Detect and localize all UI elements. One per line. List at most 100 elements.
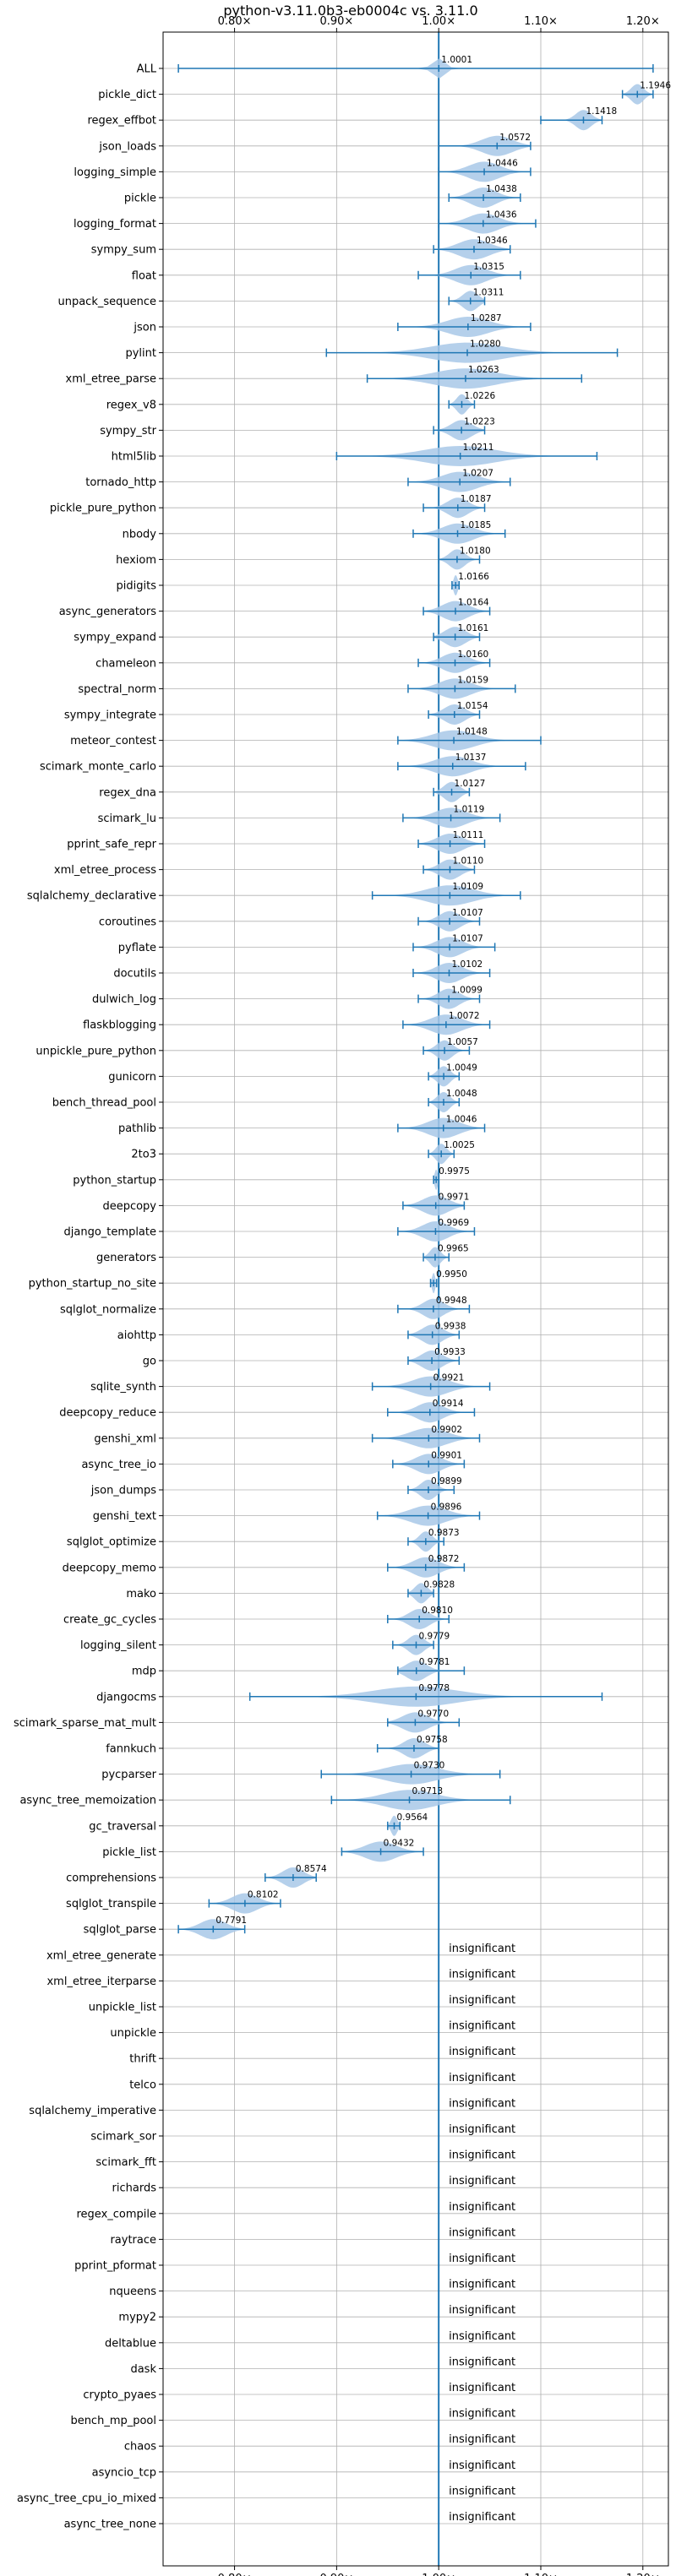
benchmark-row: 1.0072 xyxy=(402,1011,491,1035)
value-label: 0.8574 xyxy=(296,1864,327,1874)
benchmark-row: 0.9896 xyxy=(376,1503,481,1526)
value-label: 1.0046 xyxy=(446,1115,477,1125)
benchmark-row: insignificant xyxy=(449,2304,515,2317)
value-label: 0.9975 xyxy=(439,1166,470,1177)
value-label: 1.0110 xyxy=(452,856,483,867)
benchmark-row: 0.9872 xyxy=(387,1554,466,1578)
benchmark-row: 1.1946 xyxy=(621,81,671,105)
benchmark-row: insignificant xyxy=(449,2097,515,2110)
y-tick-label: html5lib xyxy=(112,451,156,464)
y-tick-label: pickle_dict xyxy=(98,89,156,101)
value-label: 0.9965 xyxy=(438,1244,469,1254)
benchmark-row: 1.0223 xyxy=(433,416,495,441)
benchmark-row: 1.0280 xyxy=(325,340,619,363)
value-label: 0.9779 xyxy=(418,1632,450,1642)
benchmark-row: 0.9938 xyxy=(407,1321,466,1345)
y-tick-label: pyflate xyxy=(118,942,156,954)
benchmark-row: 0.9971 xyxy=(402,1192,469,1216)
y-tick-label: pidigits xyxy=(117,580,157,593)
benchmark-row: insignificant xyxy=(449,2382,515,2394)
y-tick-label: regex_compile xyxy=(76,2208,156,2220)
benchmark-row: 0.9810 xyxy=(387,1606,453,1629)
insignificant-label: insignificant xyxy=(449,1968,515,1981)
x-tick-label-bottom: 0.90× xyxy=(319,2573,353,2576)
y-tick-label: regex_dna xyxy=(99,786,156,799)
value-label: 0.8102 xyxy=(248,1890,279,1900)
insignificant-label: insignificant xyxy=(449,2072,515,2084)
value-label: 0.9713 xyxy=(412,1786,444,1796)
y-tick-label: pylint xyxy=(125,347,156,360)
benchmark-row: 1.0102 xyxy=(412,959,491,983)
value-label: 1.0311 xyxy=(473,287,504,297)
y-tick-label: unpack_sequence xyxy=(57,296,156,308)
y-tick-label: pycparser xyxy=(101,1769,156,1781)
value-label: 1.0263 xyxy=(468,365,499,375)
y-tick-label: bench_thread_pool xyxy=(52,1097,156,1110)
y-tick-label: xml_etree_generate xyxy=(46,1949,156,1962)
y-tick-label: unpickle_list xyxy=(89,2002,156,2014)
benchmark-row: 0.9778 xyxy=(248,1683,603,1707)
value-label: 1.0099 xyxy=(451,986,482,996)
y-tick-label: scimark_fft xyxy=(95,2156,156,2169)
value-label: 1.0438 xyxy=(486,184,517,194)
y-tick-label: mdp xyxy=(132,1666,156,1678)
benchmark-row: insignificant xyxy=(449,2459,515,2472)
y-tick-label: float xyxy=(132,269,156,282)
value-label: 1.0111 xyxy=(453,830,484,840)
y-tick-label: pprint_pformat xyxy=(74,2260,156,2273)
y-tick-label: regex_v8 xyxy=(106,399,156,411)
y-tick-label: richards xyxy=(112,2182,157,2195)
insignificant-label: insignificant xyxy=(449,2046,515,2058)
value-label: 1.0223 xyxy=(464,416,495,427)
benchmark-row: 1.0211 xyxy=(335,443,598,466)
benchmark-row: 0.9965 xyxy=(422,1244,469,1268)
x-tick-label-bottom: 1.20× xyxy=(626,2573,660,2576)
y-tick-label: fannkuch xyxy=(106,1743,156,1756)
insignificant-label: insignificant xyxy=(449,2226,515,2239)
y-tick-label: json_dumps xyxy=(90,1485,156,1497)
insignificant-label: insignificant xyxy=(449,1994,515,2007)
y-tick-label: python_startup xyxy=(73,1174,156,1187)
benchmark-row: 1.0572 xyxy=(438,133,532,156)
benchmark-row: 1.0110 xyxy=(422,856,483,880)
benchmark-row: 0.9948 xyxy=(397,1296,471,1319)
insignificant-label: insignificant xyxy=(449,2279,515,2291)
y-tick-label: spectral_norm xyxy=(78,683,156,696)
benchmark-row: insignificant xyxy=(449,2356,515,2368)
y-tick-label: python_startup_no_site xyxy=(29,1278,156,1291)
y-tick-label: deltablue xyxy=(105,2337,156,2350)
benchmark-row: 0.9933 xyxy=(407,1347,466,1371)
x-tick-label-top: 0.90× xyxy=(319,15,353,28)
benchmark-row: 0.9969 xyxy=(397,1218,476,1242)
y-tick-label: sqlglot_normalize xyxy=(60,1303,156,1316)
benchmark-row: insignificant xyxy=(449,2408,515,2421)
y-tick-label: pickle_list xyxy=(102,1846,156,1859)
insignificant-label: insignificant xyxy=(449,2149,515,2162)
value-label: 0.9778 xyxy=(418,1683,450,1693)
value-label: 0.9950 xyxy=(436,1269,467,1280)
insignificant-label: insignificant xyxy=(449,2175,515,2187)
benchmark-row: 1.0187 xyxy=(422,494,492,519)
benchmark-row: 0.9975 xyxy=(433,1166,470,1190)
benchmark-row: 0.9713 xyxy=(330,1786,511,1811)
value-label: 1.0572 xyxy=(499,133,531,143)
benchmark-row: insignificant xyxy=(449,2511,515,2524)
benchmark-row: 1.0436 xyxy=(438,210,537,234)
y-tick-label: chaos xyxy=(124,2441,156,2454)
y-tick-label: sqlglot_optimize xyxy=(67,1536,156,1549)
value-label: 1.0107 xyxy=(452,933,483,943)
y-tick-label: telco xyxy=(129,2079,156,2091)
y-tick-label: sympy_expand xyxy=(74,632,156,644)
value-label: 1.0315 xyxy=(473,262,504,272)
value-label: 0.9902 xyxy=(431,1425,462,1435)
benchmark-row: 0.9779 xyxy=(392,1632,450,1655)
value-label: 1.0166 xyxy=(458,572,489,582)
x-tick-label-bottom: 1.10× xyxy=(524,2573,558,2576)
y-tick-label: nqueens xyxy=(109,2285,156,2298)
insignificant-label: insignificant xyxy=(449,2304,515,2317)
y-tick-label: thrift xyxy=(129,2053,156,2066)
benchmark-row: insignificant xyxy=(449,2046,515,2058)
benchmark-row: 1.0109 xyxy=(371,882,521,906)
benchmark-row: insignificant xyxy=(449,2201,515,2214)
y-tick-label: pickle xyxy=(124,193,156,205)
